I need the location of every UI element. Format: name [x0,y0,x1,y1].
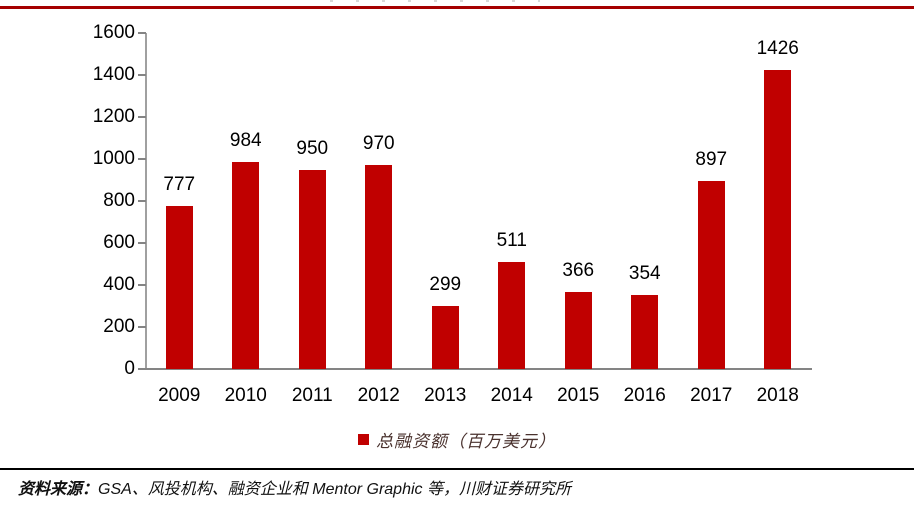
top-accent-rule [0,6,914,9]
bar-2012 [365,165,393,369]
x-axis-label: 2010 [224,385,267,406]
x-axis-label: 2009 [158,385,201,406]
bar-value-label: 970 [362,133,395,155]
x-axis-label: 2012 [357,385,400,406]
cropped-title-remnant [330,0,540,2]
y-axis-tick-label: 1400 [92,64,135,85]
bar-value-label: 1426 [756,37,799,59]
y-axis-tick-label: 800 [103,190,135,211]
x-axis-label: 2015 [557,385,600,406]
y-tick-mark [138,200,146,202]
y-axis-tick-label: 0 [124,358,135,379]
x-axis-label: 2017 [690,385,733,406]
financing-bar-chart: 0 200 400 600 800 1000 1200 1400 1600 777 2009 984 2… [92,22,812,406]
legend: 总融资额（百万美元） [0,428,914,452]
x-axis-line [145,368,812,370]
x-axis-label: 2018 [756,385,799,406]
bar-value-label: 354 [628,262,661,284]
y-tick-mark [138,116,146,118]
source-note-text: GSA、风投机构、融资企业和 Mentor Graphic 等，川财证券研究所 [98,481,571,498]
bar-2013 [431,306,459,369]
y-tick-mark [138,32,146,34]
y-tick-mark [138,74,146,76]
bar-2010 [232,162,260,369]
bar-value-label: 366 [562,260,595,282]
bar-2017 [697,180,725,369]
bar-value-label: 299 [429,274,462,296]
bar-value-label: 984 [229,130,262,152]
bar-2014 [498,261,526,369]
x-axis-label: 2011 [291,385,333,406]
bar-2011 [298,169,326,369]
y-tick-mark [138,158,146,160]
legend-label: 总融资额（百万美元） [376,431,556,452]
y-tick-mark [138,284,146,286]
y-axis-tick-label: 400 [103,274,135,295]
bar-value-label: 777 [163,173,196,195]
x-axis-label: 2013 [424,385,467,406]
y-axis-line [145,33,147,370]
y-tick-mark [138,368,146,370]
y-tick-mark [138,326,146,328]
y-tick-mark [138,242,146,244]
x-axis-label: 2016 [623,385,666,406]
y-axis-tick-label: 200 [103,316,135,337]
source-note: 资料来源：GSA、风投机构、融资企业和 Mentor Graphic 等，川财证… [18,477,898,502]
bar-value-label: 897 [695,148,728,170]
x-axis-label: 2014 [490,385,533,406]
footer-divider [0,468,914,470]
y-axis-tick-label: 1000 [92,148,135,169]
bar-value-label: 511 [496,229,527,251]
bar-value-label: 950 [296,137,329,159]
bar-2015 [564,292,592,369]
bar-2016 [631,294,659,369]
y-axis-tick-label: 600 [103,232,135,253]
bar-2018 [764,69,792,369]
y-axis-tick-label: 1200 [92,106,135,127]
legend-square-marker [358,433,369,445]
bar-2009 [165,205,193,369]
y-axis-tick-label: 1600 [92,22,135,43]
source-note-label: 资料来源： [18,479,99,498]
